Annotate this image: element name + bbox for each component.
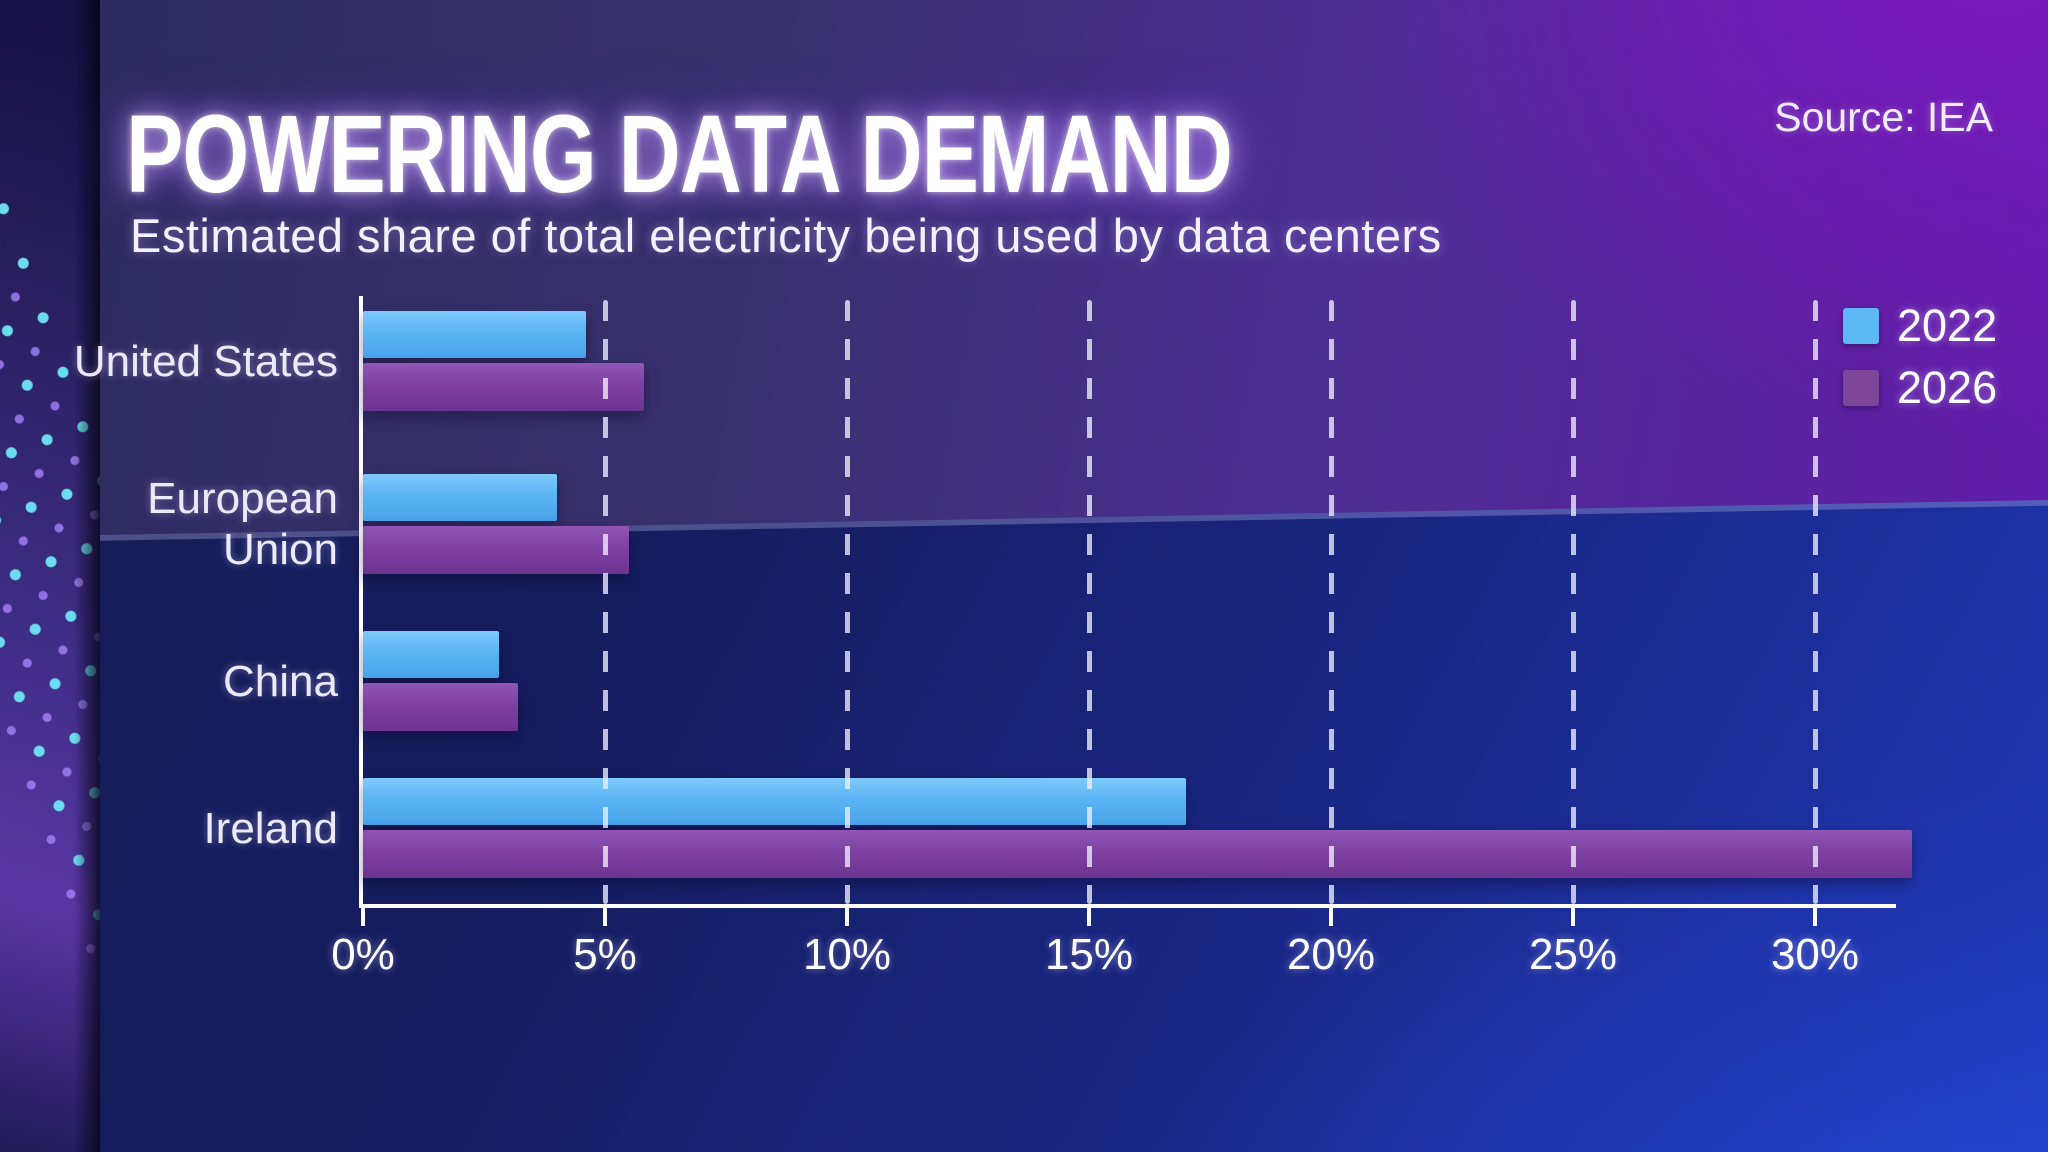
legend-swatch-2026 (1843, 370, 1879, 406)
page-subtitle: Estimated share of total electricity bei… (130, 209, 1442, 262)
gridline-15% (1087, 300, 1092, 904)
legend-swatch-2022 (1843, 308, 1879, 344)
bar-united-states-2026 (363, 363, 644, 411)
axis-tick-15% (1087, 908, 1091, 926)
bar-european-union-2022 (363, 474, 557, 521)
bar-pair-ireland (363, 778, 1923, 878)
page-title: POWERING DATA DEMAND (126, 93, 1233, 217)
legend-label-2026: 2026 (1897, 362, 1998, 413)
axis-tick-label-25%: 25% (1528, 930, 1618, 979)
axis-tick-label-30%: 30% (1770, 930, 1860, 979)
gridline-25% (1571, 300, 1576, 904)
axis-tick-label-15%: 15% (1044, 930, 1134, 979)
source-credit: Source: IEA (1774, 94, 1993, 140)
axis-tick-5% (603, 908, 607, 926)
axis-tick-label-10%: 10% (802, 930, 892, 979)
bar-ireland-2022 (363, 778, 1186, 825)
bar-chart-plot: 0% 5% 10% 15% 20% 25% 30% (331, 296, 1923, 979)
axis-tick-25% (1571, 908, 1575, 926)
axis-tick-label-20%: 20% (1286, 930, 1376, 979)
bar-china-2026 (363, 683, 518, 731)
gridline-5% (603, 300, 608, 904)
gridline-30% (1813, 300, 1818, 904)
legend-item-2026: 2026 (1843, 362, 1997, 414)
gridline-20% (1329, 300, 1334, 904)
category-label-united-states: United States (73, 336, 338, 386)
gridline-10% (845, 300, 850, 904)
category-label-ireland: Ireland (203, 803, 338, 853)
legend: 2022 2026 (1843, 300, 1997, 424)
bar-european-union-2026 (363, 526, 630, 574)
legend-item-2022: 2022 (1843, 300, 1997, 352)
category-label-european-union: European Union (147, 474, 338, 574)
axis-tick-label-0%: 0% (331, 930, 395, 979)
axis-tick-label-5%: 5% (573, 930, 637, 979)
bar-pair-united-states (363, 311, 1923, 411)
bar-united-states-2022 (363, 311, 586, 358)
bar-ireland-2026 (363, 830, 1912, 878)
dotted-side-strip (0, 0, 100, 1152)
axis-tick-0% (361, 908, 365, 926)
bar-china-2022 (363, 631, 499, 678)
bar-pair-european-union (363, 474, 1923, 574)
axis-tick-30% (1813, 908, 1817, 926)
category-label-china: China (223, 656, 338, 706)
axis-tick-20% (1329, 908, 1333, 926)
bar-pair-china (363, 631, 1923, 731)
x-axis-line (359, 904, 1896, 908)
legend-label-2022: 2022 (1897, 300, 1998, 351)
axis-tick-10% (845, 908, 849, 926)
